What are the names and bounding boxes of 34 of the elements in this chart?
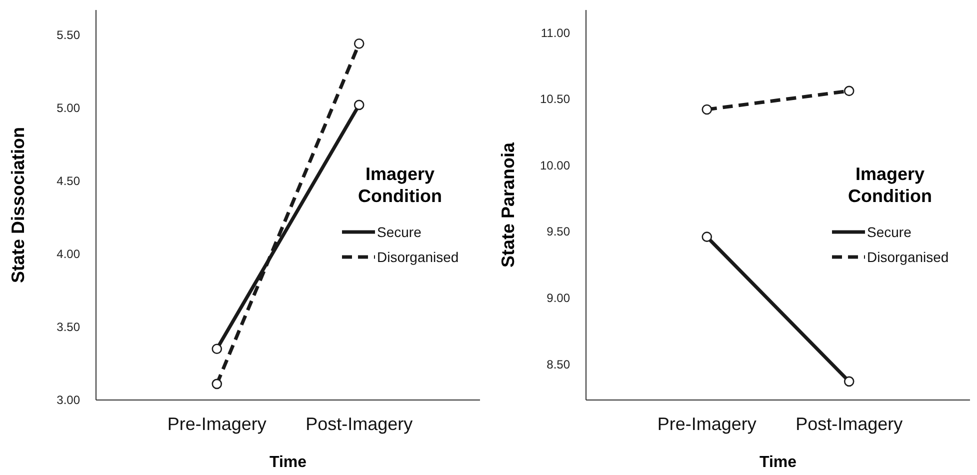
point <box>212 344 222 354</box>
y-tick-label: 4.00 <box>56 247 80 262</box>
point <box>702 232 712 242</box>
point <box>212 378 222 390</box>
legend-label: Disorganised <box>377 248 459 265</box>
x-axis-title: Time <box>269 454 307 471</box>
x-tick-label: Pre-Imagery <box>657 414 756 434</box>
x-tick-label: Post-Imagery <box>796 414 903 434</box>
legend-label: Secure <box>867 224 912 240</box>
y-tick-label: 10.50 <box>540 92 570 106</box>
x-axis-title: Time <box>759 454 797 471</box>
point <box>844 86 854 96</box>
y-tick-label: 9.00 <box>546 291 570 306</box>
y-axis-title: State Dissociation <box>8 126 28 284</box>
y-axis-title: State Paranoia <box>498 141 518 268</box>
point <box>702 104 712 115</box>
legend-label: Secure <box>377 224 422 240</box>
legend-title: Imagery Condition <box>848 164 932 206</box>
y-tick-label: 10.00 <box>540 158 570 172</box>
y-tick-label: 5.00 <box>56 101 80 116</box>
point <box>844 376 854 387</box>
legend-label: Disorganised <box>867 248 949 265</box>
y-tick-label: 9.50 <box>546 224 570 239</box>
y-tick-label: 3.50 <box>56 320 80 334</box>
x-tick-label: Post-Imagery <box>306 414 413 434</box>
y-tick-label: 11.00 <box>540 26 570 40</box>
legend-title: Imagery Condition <box>358 164 442 206</box>
y-tick-label: 5.50 <box>56 28 80 42</box>
y-tick-label: 3.00 <box>56 393 80 408</box>
point <box>354 100 364 110</box>
y-tick-label: 4.50 <box>56 174 80 188</box>
point <box>354 38 364 49</box>
x-tick-label: Pre-Imagery <box>167 414 266 434</box>
y-tick-label: 8.50 <box>546 357 570 372</box>
